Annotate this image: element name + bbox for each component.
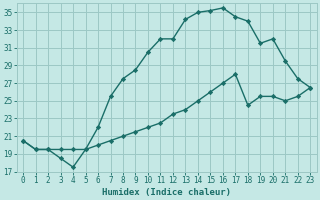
X-axis label: Humidex (Indice chaleur): Humidex (Indice chaleur)	[102, 188, 231, 197]
